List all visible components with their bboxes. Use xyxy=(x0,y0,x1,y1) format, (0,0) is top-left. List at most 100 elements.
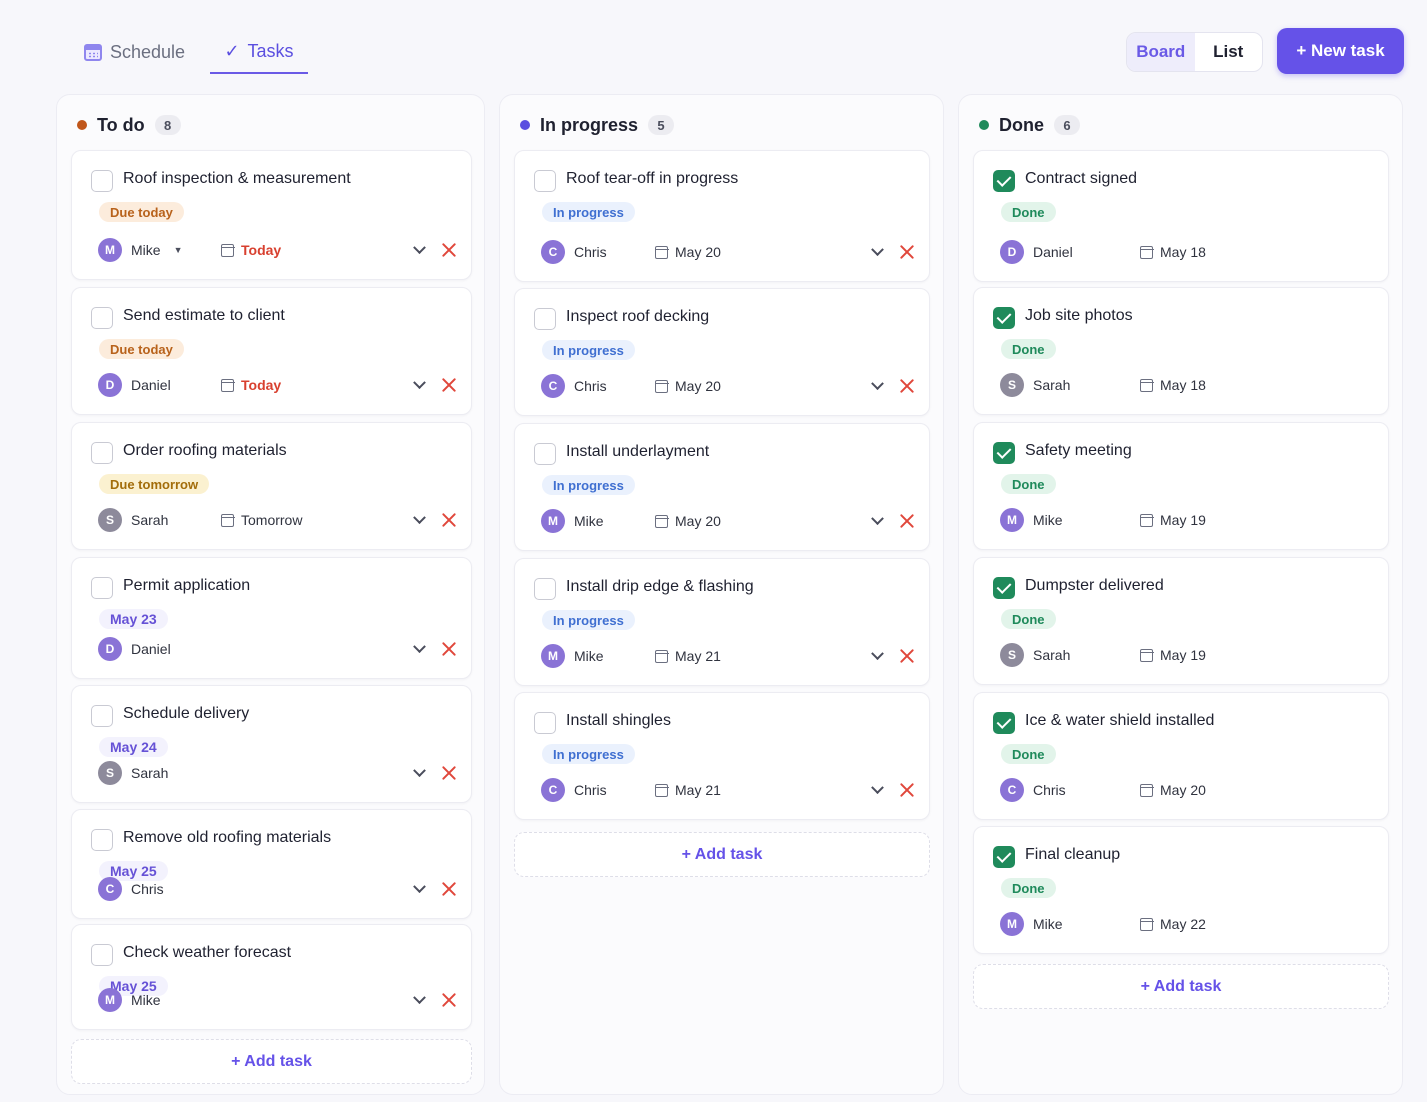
assignee[interactable]: D Daniel xyxy=(98,637,171,661)
task-checkbox[interactable] xyxy=(534,578,556,600)
delete-icon[interactable] xyxy=(439,510,459,530)
task-checkbox[interactable] xyxy=(993,307,1015,329)
tab-tasks[interactable]: ✓ Tasks xyxy=(210,30,308,74)
task-checkbox[interactable] xyxy=(534,170,556,192)
assignee[interactable]: C Chris xyxy=(1000,778,1066,802)
assignee[interactable]: C Chris xyxy=(541,778,607,802)
column-count-badge: 8 xyxy=(154,115,181,135)
task-checkbox[interactable] xyxy=(91,705,113,727)
assignee[interactable]: C Chris xyxy=(541,374,607,398)
due-date-label: May 20 xyxy=(1160,782,1206,798)
task-card[interactable]: Ice & water shield installed Done C Chris Ma… xyxy=(973,692,1389,820)
new-task-button[interactable]: + New task xyxy=(1277,28,1404,74)
task-checkbox[interactable] xyxy=(993,442,1015,464)
task-title: Inspect roof decking xyxy=(566,308,710,325)
task-card[interactable]: Permit application May 23 D Daniel xyxy=(71,557,472,679)
delete-icon[interactable] xyxy=(439,879,459,899)
column-count-badge: 5 xyxy=(648,115,675,135)
task-card[interactable]: Roof tear-off in progress In progress C Chr… xyxy=(514,150,930,282)
add-task-button[interactable]: + Add task xyxy=(71,1039,472,1084)
delete-icon[interactable] xyxy=(897,376,917,396)
task-card[interactable]: Dumpster delivered Done S Sarah May 19 xyxy=(973,557,1389,685)
due-date: May 20 xyxy=(654,374,721,398)
tab-schedule[interactable]: Schedule xyxy=(84,30,185,74)
task-card[interactable]: Check weather forecast May 25 M Mike xyxy=(71,924,472,1030)
task-checkbox[interactable] xyxy=(993,712,1015,734)
task-card[interactable]: Job site photos Done S Sarah May 18 xyxy=(973,287,1389,415)
task-card[interactable]: Install shingles In progress C Chris May 21 xyxy=(514,692,930,820)
task-checkbox[interactable] xyxy=(91,170,113,192)
assignee[interactable]: C Chris xyxy=(98,877,164,901)
avatar: C xyxy=(541,240,565,264)
chevron-down-icon[interactable] xyxy=(409,375,429,395)
delete-icon[interactable] xyxy=(897,646,917,666)
assignee[interactable]: S Sarah xyxy=(1000,643,1070,667)
assignee[interactable]: M Mike ▼ xyxy=(98,238,182,262)
delete-icon[interactable] xyxy=(439,375,459,395)
assignee[interactable]: D Daniel xyxy=(98,373,171,397)
task-card[interactable]: Inspect roof decking In progress C Chris May… xyxy=(514,288,930,416)
chevron-down-icon[interactable] xyxy=(409,763,429,783)
delete-icon[interactable] xyxy=(897,242,917,262)
task-card[interactable]: Remove old roofing materials May 25 C Chris xyxy=(71,809,472,919)
chevron-down-icon[interactable] xyxy=(409,879,429,899)
add-task-button[interactable]: + Add task xyxy=(514,832,930,877)
task-checkbox[interactable] xyxy=(91,577,113,599)
assignee[interactable]: M Mike xyxy=(1000,508,1063,532)
assignee[interactable]: S Sarah xyxy=(1000,373,1070,397)
task-checkbox[interactable] xyxy=(91,829,113,851)
task-checkbox[interactable] xyxy=(534,308,556,330)
assignee[interactable]: M Mike xyxy=(98,988,161,1012)
assignee[interactable]: S Sarah xyxy=(98,761,168,785)
delete-icon[interactable] xyxy=(439,639,459,659)
task-card[interactable]: Safety meeting Done M Mike May 19 xyxy=(973,422,1389,550)
delete-icon[interactable] xyxy=(439,763,459,783)
task-card[interactable]: Send estimate to client Due today D Daniel T… xyxy=(71,287,472,415)
check-icon: ✓ xyxy=(224,40,240,61)
delete-icon[interactable] xyxy=(439,990,459,1010)
assignee[interactable]: M Mike xyxy=(1000,912,1063,936)
chevron-down-icon[interactable] xyxy=(867,376,887,396)
task-checkbox[interactable] xyxy=(534,712,556,734)
tab-schedule-label: Schedule xyxy=(110,41,186,62)
assignee[interactable]: S Sarah xyxy=(98,508,168,532)
task-checkbox[interactable] xyxy=(91,944,113,966)
task-card[interactable]: Roof inspection & measurement Due today M M… xyxy=(71,150,472,280)
chevron-down-icon[interactable] xyxy=(409,639,429,659)
chevron-down-icon[interactable] xyxy=(867,242,887,262)
assignee[interactable]: D Daniel xyxy=(1000,240,1073,264)
avatar: M xyxy=(541,644,565,668)
list-view-button[interactable]: List xyxy=(1213,42,1244,61)
caret-down-icon[interactable]: ▼ xyxy=(173,245,183,255)
task-checkbox[interactable] xyxy=(91,307,113,329)
chevron-down-icon[interactable] xyxy=(409,240,429,260)
task-card[interactable]: Order roofing materials Due tomorrow S Sara… xyxy=(71,422,472,550)
add-task-button[interactable]: + Add task xyxy=(973,964,1389,1009)
chevron-down-icon[interactable] xyxy=(867,511,887,531)
calendar-icon xyxy=(654,514,669,528)
task-card[interactable]: Install drip edge & flashing In progress M… xyxy=(514,558,930,686)
delete-icon[interactable] xyxy=(897,780,917,800)
task-checkbox[interactable] xyxy=(91,442,113,464)
status-badge: In progress xyxy=(542,744,635,764)
board-view-button[interactable]: Board xyxy=(1127,33,1195,71)
task-title: Roof tear-off in progress xyxy=(566,170,739,187)
task-card[interactable]: Install underlayment In progress M Mike May … xyxy=(514,423,930,551)
assignee[interactable]: M Mike xyxy=(541,509,604,533)
task-card[interactable]: Final cleanup Done M Mike May 22 xyxy=(973,826,1389,954)
task-checkbox[interactable] xyxy=(534,443,556,465)
chevron-down-icon[interactable] xyxy=(409,990,429,1010)
chevron-down-icon[interactable] xyxy=(867,780,887,800)
chevron-down-icon[interactable] xyxy=(867,646,887,666)
task-card[interactable]: Contract signed Done D Daniel May 18 xyxy=(973,150,1389,282)
chevron-down-icon[interactable] xyxy=(409,510,429,530)
task-checkbox[interactable] xyxy=(993,577,1015,599)
assignee[interactable]: C Chris xyxy=(541,240,607,264)
delete-icon[interactable] xyxy=(897,511,917,531)
task-checkbox[interactable] xyxy=(993,170,1015,192)
task-card[interactable]: Schedule delivery May 24 S Sarah xyxy=(71,685,472,803)
delete-icon[interactable] xyxy=(439,240,459,260)
assignee-name: Daniel xyxy=(131,641,171,657)
assignee[interactable]: M Mike xyxy=(541,644,604,668)
task-checkbox[interactable] xyxy=(993,846,1015,868)
